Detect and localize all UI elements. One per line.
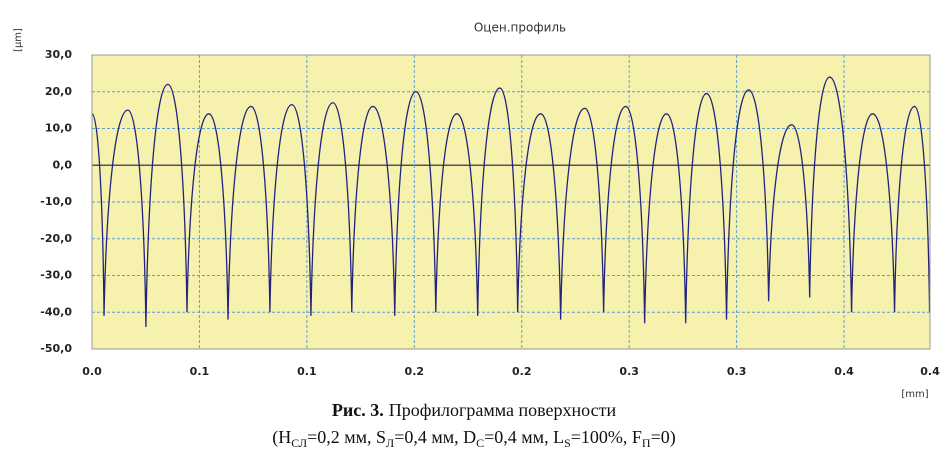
x-tick-label: 0.0 [82,365,102,378]
x-tick-label: 0.3 [727,365,747,378]
x-tick-label: 0.4 [834,365,854,378]
caption-subscript: С [476,436,484,450]
y-tick-label: -50,0 [40,342,72,355]
y-tick-label: 10,0 [45,122,72,135]
caption-subscript: СЛ [291,436,307,450]
caption-label: Рис. 3. [332,400,384,420]
x-tick-label: 0.2 [512,365,532,378]
x-tick-label: 0.2 [405,365,425,378]
x-tick-label: 0.1 [190,365,210,378]
x-tick-label: 0.1 [297,365,317,378]
caption-part: =0,4 мм, D [394,427,476,447]
caption-part: =0,4 мм, L [484,427,564,447]
plot-area [91,54,931,350]
caption-part: =100%, F [571,427,642,447]
y-tick-label: -10,0 [40,195,72,208]
caption-subscript: П [642,436,651,450]
plot-area [91,54,931,350]
caption-title: Рис. 3. Профилограмма поверхности [332,400,617,420]
y-tick-label: 30,0 [45,48,72,61]
x-axis-label: [mm] [901,389,928,400]
y-tick-label: -20,0 [40,232,72,245]
caption-part: =0) [651,427,676,448]
x-tick-label: 0.3 [619,365,639,378]
caption-part: (H [272,427,291,448]
y-tick-label: 20,0 [45,85,72,98]
y-tick-label: 0,0 [53,158,73,171]
profile-line [91,76,931,327]
caption-subscript: Л [386,436,394,450]
chart-title: Оцен.профиль [474,21,566,35]
x-tick-label: 0.4 [920,365,940,378]
y-axis-label: [µm] [13,28,24,52]
caption-subscript: S [564,436,571,450]
caption-params: (HСЛ=0,2 мм, SЛ=0,4 мм, DС=0,4 мм, LS=10… [272,427,676,450]
y-tick-label: -40,0 [40,305,72,318]
y-tick-label: -30,0 [40,269,72,282]
caption-part: =0,2 мм, S [307,427,386,447]
caption-text: Профилограмма поверхности [389,400,617,420]
